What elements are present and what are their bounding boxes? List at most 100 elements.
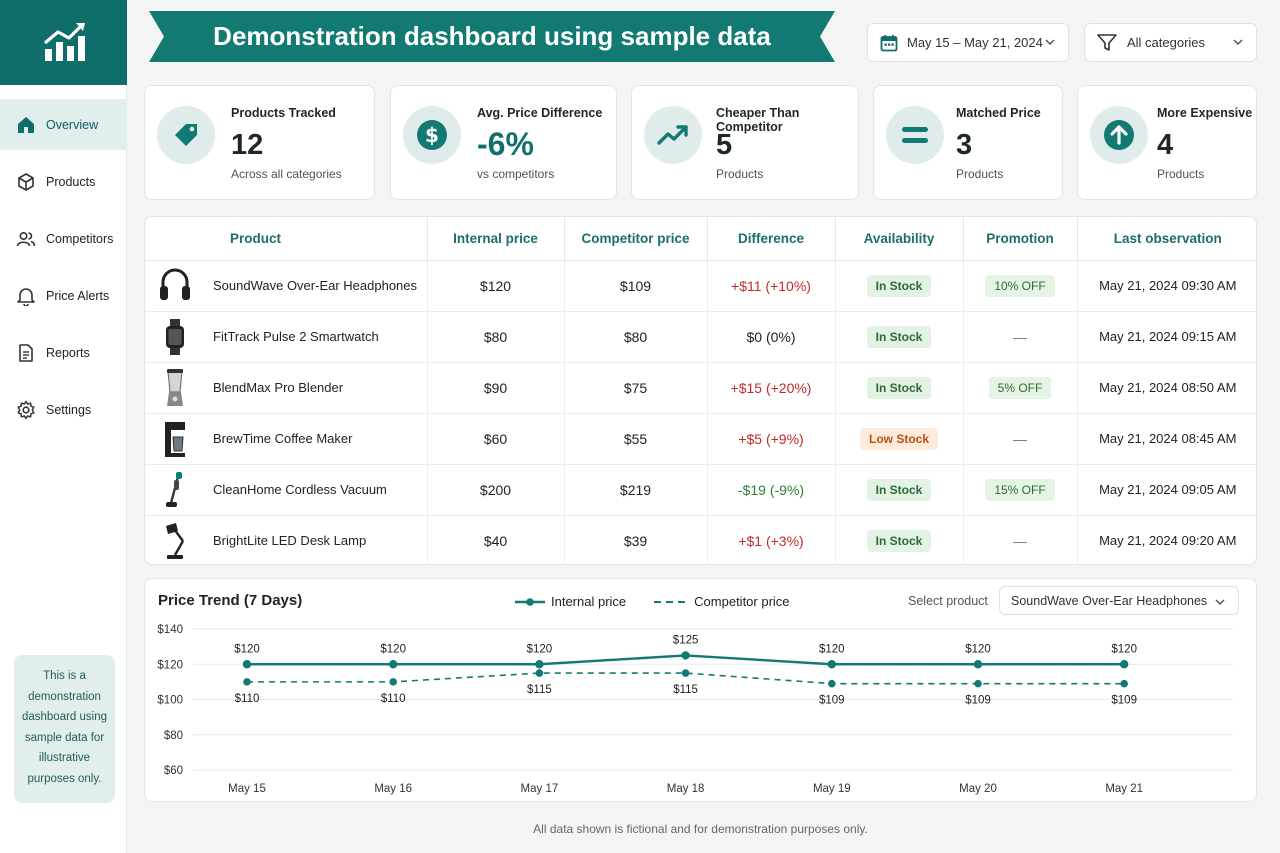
kpi-label: More Expensive	[1157, 106, 1253, 120]
availability-cell: In Stock	[835, 260, 964, 312]
sidebar-item-competitors[interactable]: Competitors	[0, 213, 126, 264]
sidebar-item-label: Products	[46, 174, 96, 189]
column-header[interactable]: Promotion	[963, 217, 1078, 261]
table-row[interactable]: SoundWave Over-Ear Headphones $120 $109 +$1…	[145, 260, 1256, 312]
document-icon	[16, 343, 36, 363]
chevron-down-icon	[1045, 39, 1055, 46]
chart-title: Price Trend (7 Days)	[158, 592, 303, 609]
arrow-up-icon	[1090, 106, 1148, 164]
cube-icon	[16, 172, 36, 192]
data-point	[535, 660, 544, 669]
data-point	[681, 669, 690, 677]
x-tick-label: May 18	[667, 783, 705, 795]
column-header[interactable]: Last observation	[1077, 217, 1256, 261]
data-label: $115	[527, 684, 552, 696]
kpi-label: Matched Price	[956, 106, 1041, 120]
sidebar-item-label: Reports	[46, 345, 90, 360]
gear-icon	[16, 400, 36, 420]
internal-price-cell: $120	[427, 260, 565, 312]
last-observation-cell: May 21, 2024 08:45 AM	[1077, 413, 1256, 465]
kpi-value: 4	[1157, 129, 1174, 161]
product-cell: SoundWave Over-Ear Headphones	[145, 260, 428, 312]
data-label: $120	[234, 643, 260, 655]
sidebar-item-label: Settings	[46, 402, 92, 417]
data-point	[973, 660, 983, 669]
sidebar-item-products[interactable]: Products	[0, 156, 126, 207]
sidebar-item-label: Price Alerts	[46, 288, 110, 303]
column-header[interactable]: Competitor price	[564, 217, 708, 261]
sidebar-item-label: Competitors	[46, 231, 114, 246]
title-banner: Demonstration dashboard using sample dat…	[149, 11, 835, 62]
x-tick-label: May 21	[1105, 783, 1143, 795]
product-name[interactable]: BlendMax Pro Blender	[213, 380, 344, 395]
product-name[interactable]: BrightLite LED Desk Lamp	[213, 533, 367, 549]
column-header[interactable]: Difference	[707, 217, 836, 261]
table-row[interactable]: BrightLite LED Desk Lamp $40 $39 +$1 (+3%) I…	[145, 515, 1256, 564]
select-product-label: Select product	[908, 594, 988, 608]
home-icon	[16, 115, 36, 135]
product-name[interactable]: FitTrack Pulse 2 Smartwatch	[213, 329, 379, 344]
promotion-cell: 10% OFF	[963, 260, 1078, 312]
sidebar-nav: Overview Products Competitors Price Alerts R…	[0, 99, 126, 435]
category-filter[interactable]: All categories	[1084, 23, 1257, 62]
promotion-none: —	[1013, 532, 1027, 549]
sidebar-item-overview[interactable]: Overview	[0, 99, 126, 150]
product-select-value: SoundWave Over-Ear Headphones	[1011, 593, 1208, 608]
kpi-value: 5	[716, 129, 733, 161]
data-label: $120	[965, 643, 991, 655]
product-name[interactable]: SoundWave Over-Ear Headphones	[213, 278, 418, 293]
sidebar-item-price-alerts[interactable]: Price Alerts	[0, 270, 126, 321]
last-observation-cell: May 21, 2024 08:50 AM	[1077, 362, 1256, 414]
availability-cell: In Stock	[835, 362, 964, 414]
data-label: $120	[527, 643, 553, 655]
product-name[interactable]: BrewTime Coffee Maker	[213, 431, 353, 446]
table-row[interactable]: BrewTime Coffee Maker $60 $55 +$5 (+9%) Low …	[145, 413, 1256, 465]
kpi-more-expensive: More Expensive 4 Products	[1077, 85, 1257, 200]
x-tick-label: May 19	[813, 783, 851, 795]
table-header-row: Product Internal price Competitor price …	[145, 217, 1256, 261]
product-name[interactable]: CleanHome Cordless Vacuum	[213, 482, 387, 497]
data-label: $109	[965, 695, 991, 707]
competitor-price-cell: $75	[564, 362, 708, 414]
difference-cell: $0 (0%)	[707, 311, 836, 363]
filter-icon	[1097, 33, 1117, 51]
availability-badge: In Stock	[866, 376, 932, 399]
difference-cell: +$11 (+10%)	[707, 260, 836, 312]
table-row[interactable]: FitTrack Pulse 2 Smartwatch $80 $80 $0 (0%)…	[145, 311, 1256, 363]
data-point	[828, 679, 836, 688]
internal-price-cell: $80	[427, 311, 565, 363]
blender-icon	[157, 368, 193, 408]
competitor-price-cell: $109	[564, 260, 708, 312]
sidebar-item-reports[interactable]: Reports	[0, 327, 126, 378]
date-range-picker[interactable]: May 15 – May 21, 2024	[867, 23, 1069, 62]
logo[interactable]	[0, 0, 127, 85]
trend-up-icon	[644, 106, 702, 164]
equals-icon	[886, 106, 944, 164]
promotion-cell: —	[963, 515, 1078, 564]
chevron-down-icon	[1215, 599, 1225, 606]
product-select[interactable]: SoundWave Over-Ear Headphones	[999, 586, 1239, 615]
product-cell: CleanHome Cordless Vacuum	[145, 464, 428, 516]
sidebar-item-settings[interactable]: Settings	[0, 384, 126, 435]
promotion-cell: 5% OFF	[963, 362, 1078, 414]
availability-badge: In Stock	[866, 274, 932, 297]
data-label: $110	[235, 693, 260, 705]
page-title: Demonstration dashboard using sample dat…	[213, 21, 771, 51]
difference-cell: +$15 (+20%)	[707, 362, 836, 414]
availability-cell: In Stock	[835, 311, 964, 363]
kpi-cheaper-than-competitor: Cheaper Than Competitor 5 Products	[631, 85, 859, 200]
headphones-icon	[157, 266, 193, 306]
availability-cell: In Stock	[835, 464, 964, 516]
promotion-cell: —	[963, 413, 1078, 465]
table-row[interactable]: BlendMax Pro Blender $90 $75 +$15 (+20%) In …	[145, 362, 1256, 414]
chart-logo-icon	[43, 22, 85, 61]
y-tick-label: $140	[157, 624, 183, 636]
availability-badge: In Stock	[866, 529, 932, 552]
table-row[interactable]: CleanHome Cordless Vacuum $200 $219 -$19 (-…	[145, 464, 1256, 516]
column-header[interactable]: Internal price	[427, 217, 565, 261]
column-header[interactable]: Availability	[835, 217, 964, 261]
kpi-label: Cheaper Than Competitor	[716, 106, 800, 134]
internal-price-cell: $40	[427, 515, 565, 564]
sidebar: Overview Products Competitors Price Alerts R…	[0, 0, 127, 853]
column-header[interactable]: Product	[145, 217, 428, 261]
